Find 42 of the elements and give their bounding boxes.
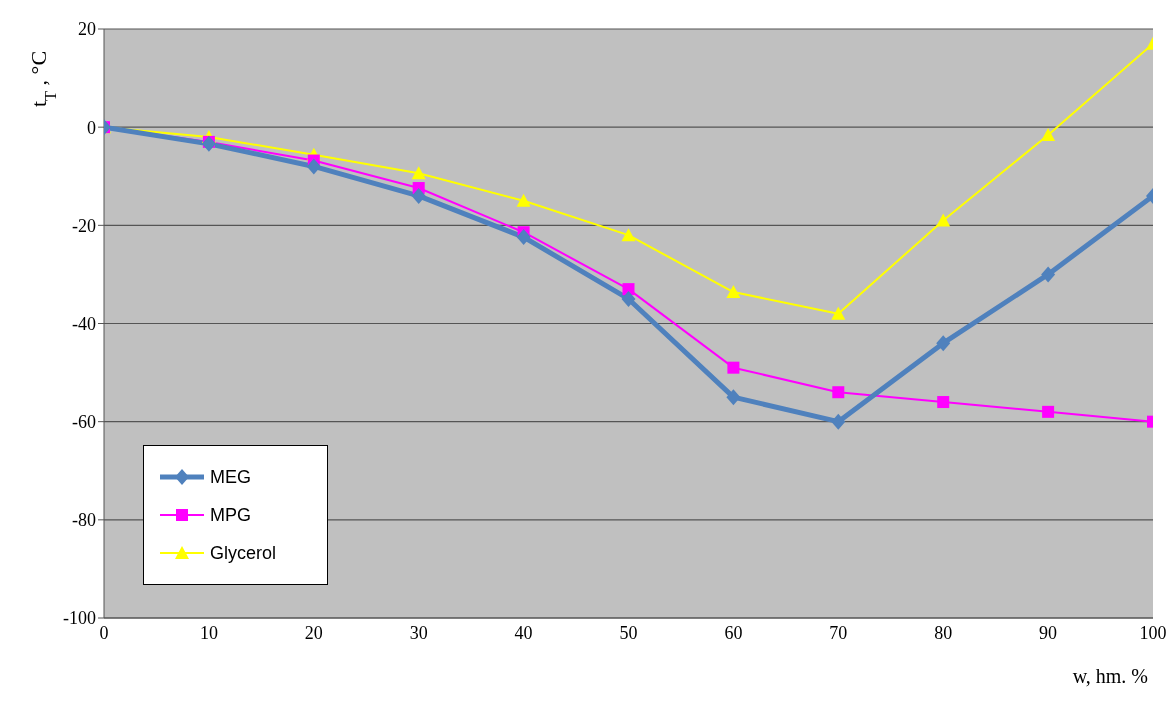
point bbox=[831, 413, 846, 430]
x-tick-label: 40 bbox=[514, 622, 533, 643]
point bbox=[937, 396, 950, 409]
point bbox=[832, 386, 845, 399]
point bbox=[621, 228, 636, 242]
point bbox=[726, 285, 741, 299]
point bbox=[726, 389, 741, 406]
x-tick-label: 70 bbox=[829, 622, 848, 643]
y-tick-label: -40 bbox=[72, 313, 96, 334]
y-tick-label: -80 bbox=[72, 510, 96, 531]
point bbox=[831, 306, 846, 320]
point bbox=[1041, 128, 1056, 142]
x-tick-label: 50 bbox=[619, 622, 638, 643]
point bbox=[936, 213, 951, 227]
point bbox=[1042, 405, 1055, 418]
point bbox=[201, 135, 216, 152]
x-tick-label: 10 bbox=[199, 622, 218, 643]
point bbox=[306, 158, 321, 175]
y-tick-label: 20 bbox=[78, 19, 96, 40]
point bbox=[936, 335, 951, 352]
x-tick-label: 30 bbox=[409, 622, 428, 643]
y-tick-label: -100 bbox=[63, 608, 96, 629]
x-tick-label: 0 bbox=[99, 622, 109, 643]
x-tick-label: 60 bbox=[724, 622, 743, 643]
x-tick-label: 100 bbox=[1139, 622, 1167, 643]
x-tick-label: 80 bbox=[934, 622, 953, 643]
point bbox=[1041, 266, 1056, 283]
point bbox=[621, 290, 636, 307]
point bbox=[411, 187, 426, 204]
y-tick-label: -60 bbox=[72, 412, 96, 433]
x-axis-title: w, hm. % bbox=[1072, 665, 1148, 687]
point bbox=[727, 361, 740, 374]
point bbox=[411, 166, 426, 180]
legend-label: Glycerol bbox=[210, 542, 277, 564]
x-tick-label: 20 bbox=[304, 622, 323, 643]
legend-label: MEG bbox=[210, 466, 252, 488]
x-tick-label: 90 bbox=[1039, 622, 1058, 643]
point bbox=[516, 193, 531, 207]
legend-label: MPG bbox=[210, 504, 252, 526]
point bbox=[516, 229, 531, 246]
y-tick-label: 0 bbox=[87, 117, 96, 138]
y-tick-label: -20 bbox=[72, 215, 96, 236]
